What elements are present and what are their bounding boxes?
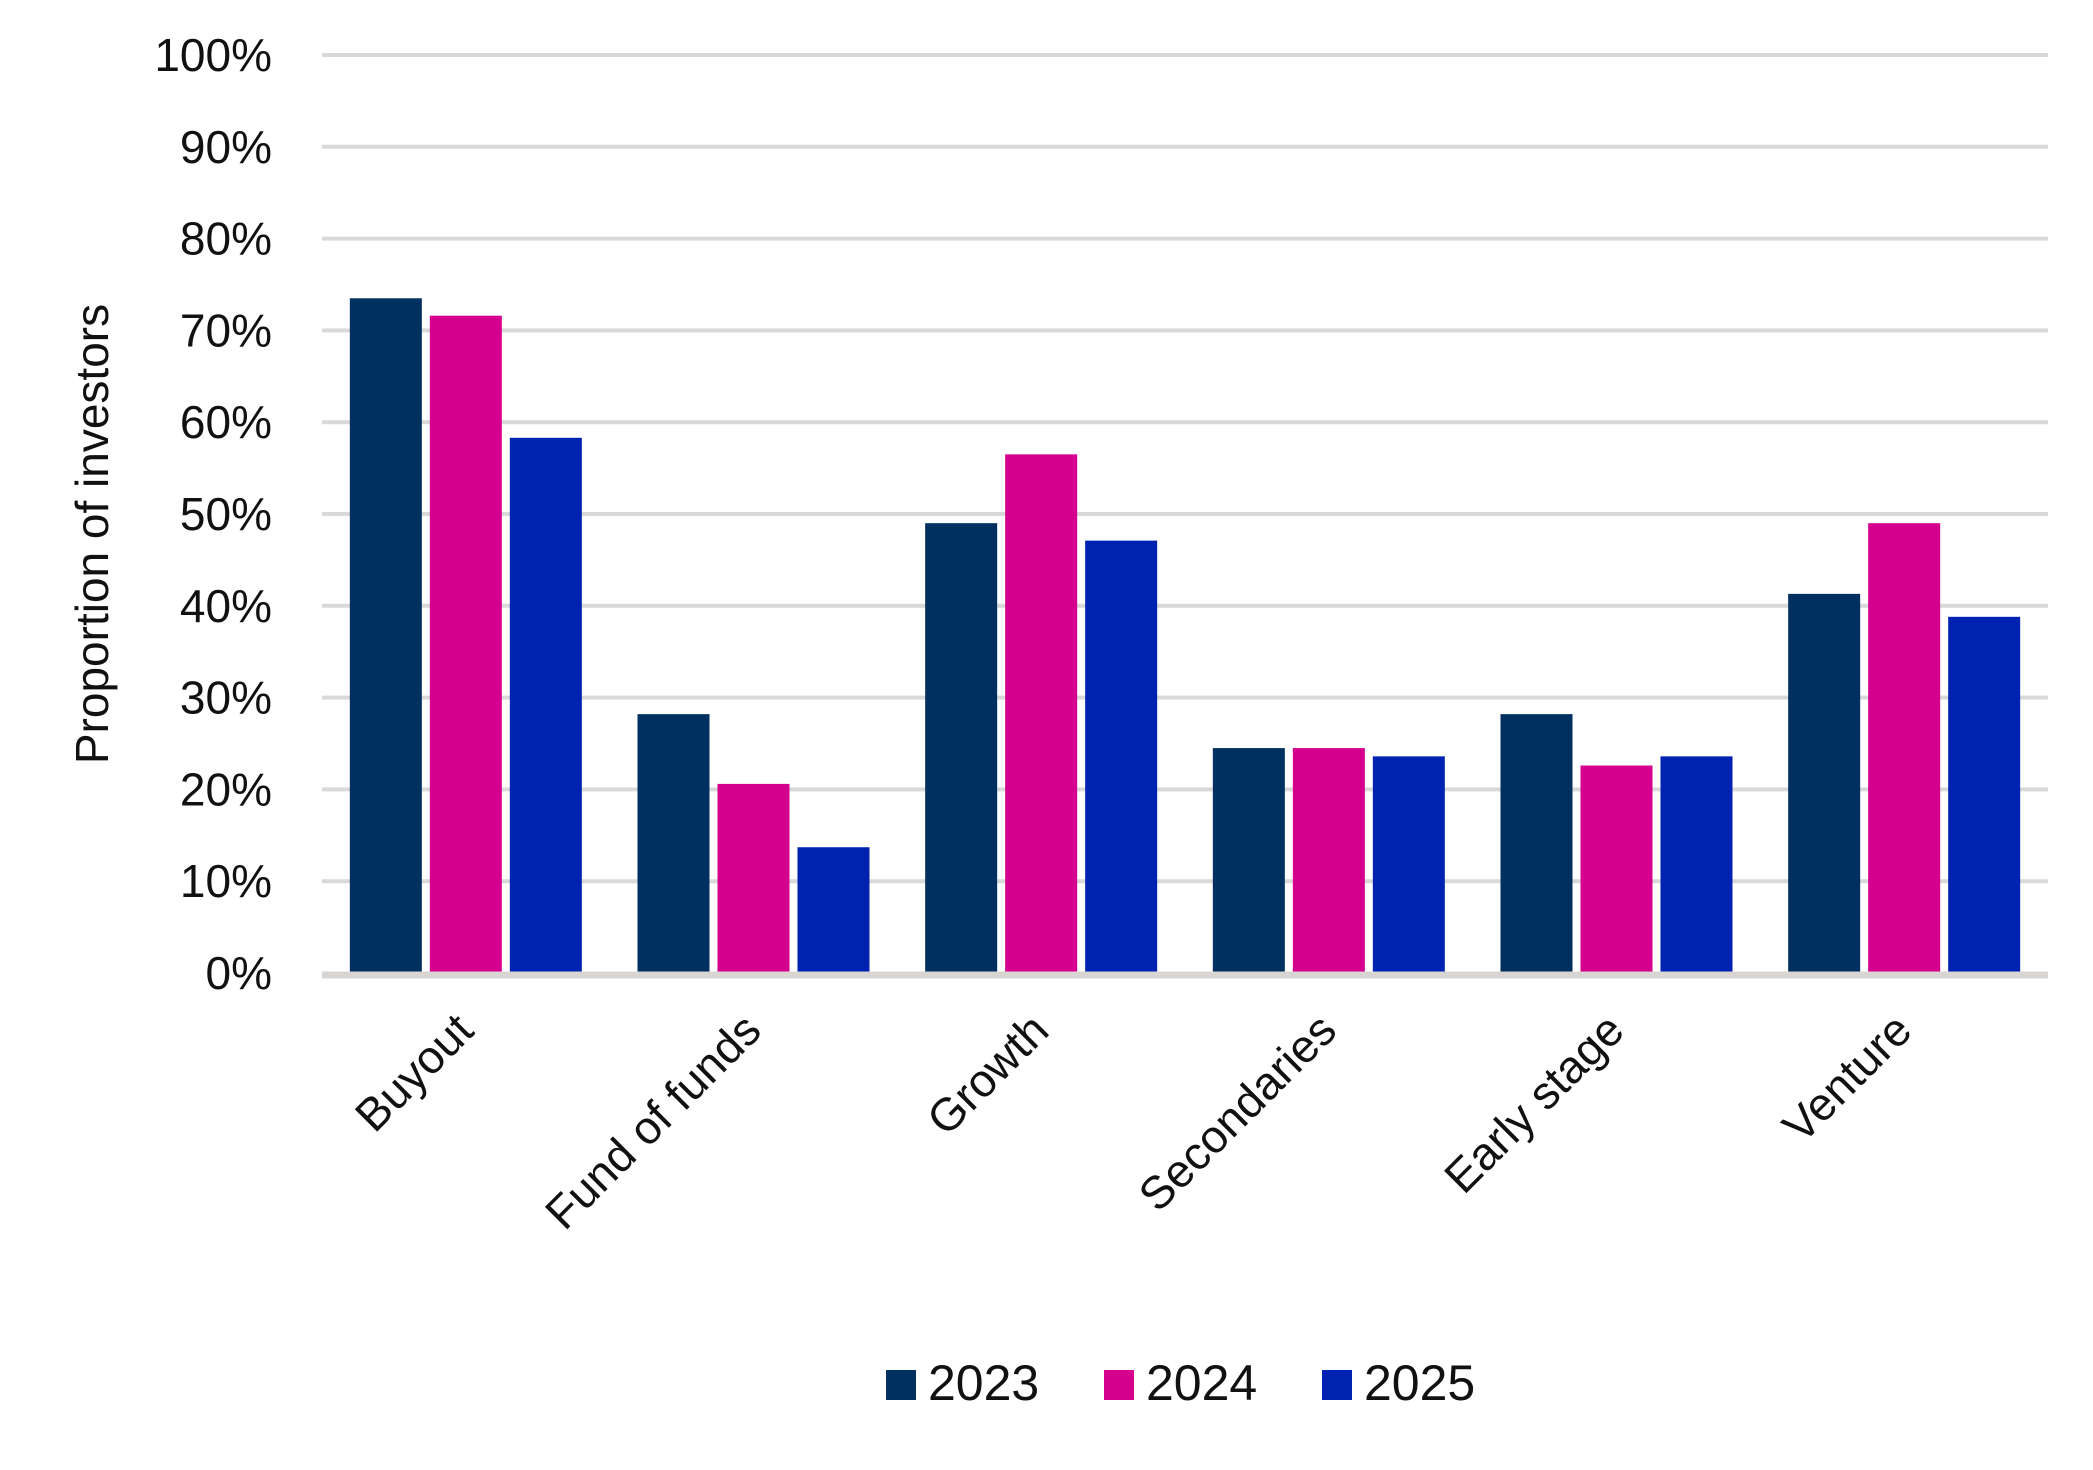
y-tick-label: 50% <box>180 488 272 540</box>
bar-2024-early-stage <box>1580 765 1653 973</box>
bar-2023-venture <box>1788 593 1861 973</box>
x-axis-categories: Buyout Fund of funds Growth Secondaries Earl… <box>345 1003 1921 1239</box>
bar-2025-early-stage <box>1660 756 1733 973</box>
legend-swatch-2025 <box>1322 1370 1352 1400</box>
bar-2025-buyout <box>509 437 582 973</box>
x-category-label: Venture <box>1772 1003 1921 1152</box>
y-tick-label: 60% <box>180 396 272 448</box>
gridlines <box>322 53 2048 884</box>
bar-2023-fund-of-funds <box>637 714 710 973</box>
y-axis-ticks: 0% 10% 20% 30% 40% 50% 60% 70% 80% 90% 100% <box>154 29 272 999</box>
x-category-label: Early stage <box>1434 1003 1633 1202</box>
bar-2023-buyout <box>349 298 422 973</box>
bar-2025-secondaries <box>1372 756 1445 973</box>
legend-label-2023: 2023 <box>928 1355 1039 1411</box>
y-tick-label: 100% <box>154 29 272 81</box>
bar-2024-buyout <box>429 315 502 973</box>
bar-2024-growth <box>1005 454 1078 974</box>
bars <box>349 298 2021 974</box>
bar-2025-venture <box>1948 616 2021 973</box>
legend-label-2024: 2024 <box>1146 1355 1257 1411</box>
bar-2023-growth <box>925 523 998 973</box>
x-category-label: Growth <box>917 1003 1059 1145</box>
bar-2023-early-stage <box>1500 714 1573 973</box>
y-tick-label: 20% <box>180 763 272 815</box>
y-axis-title: Proportion of investors <box>66 304 118 764</box>
legend: 2023 2024 2025 <box>886 1355 1475 1411</box>
y-tick-label: 80% <box>180 213 272 265</box>
x-category-label: Buyout <box>345 1003 483 1141</box>
y-tick-label: 40% <box>180 580 272 632</box>
bar-2024-secondaries <box>1292 748 1365 973</box>
legend-label-2025: 2025 <box>1364 1355 1475 1411</box>
x-category-label: Fund of funds <box>535 1003 771 1239</box>
y-tick-label: 0% <box>206 947 272 999</box>
bar-2024-venture <box>1868 523 1941 973</box>
y-tick-label: 10% <box>180 855 272 907</box>
bar-2025-fund-of-funds <box>797 847 870 973</box>
y-tick-label: 30% <box>180 672 272 724</box>
bar-2025-growth <box>1085 540 1158 973</box>
bar-2023-secondaries <box>1212 748 1285 973</box>
y-tick-label: 90% <box>180 121 272 173</box>
x-category-label: Secondaries <box>1128 1003 1346 1221</box>
legend-swatch-2023 <box>886 1370 916 1400</box>
y-tick-label: 70% <box>180 304 272 356</box>
bar-2024-fund-of-funds <box>717 783 790 973</box>
legend-swatch-2024 <box>1104 1370 1134 1400</box>
